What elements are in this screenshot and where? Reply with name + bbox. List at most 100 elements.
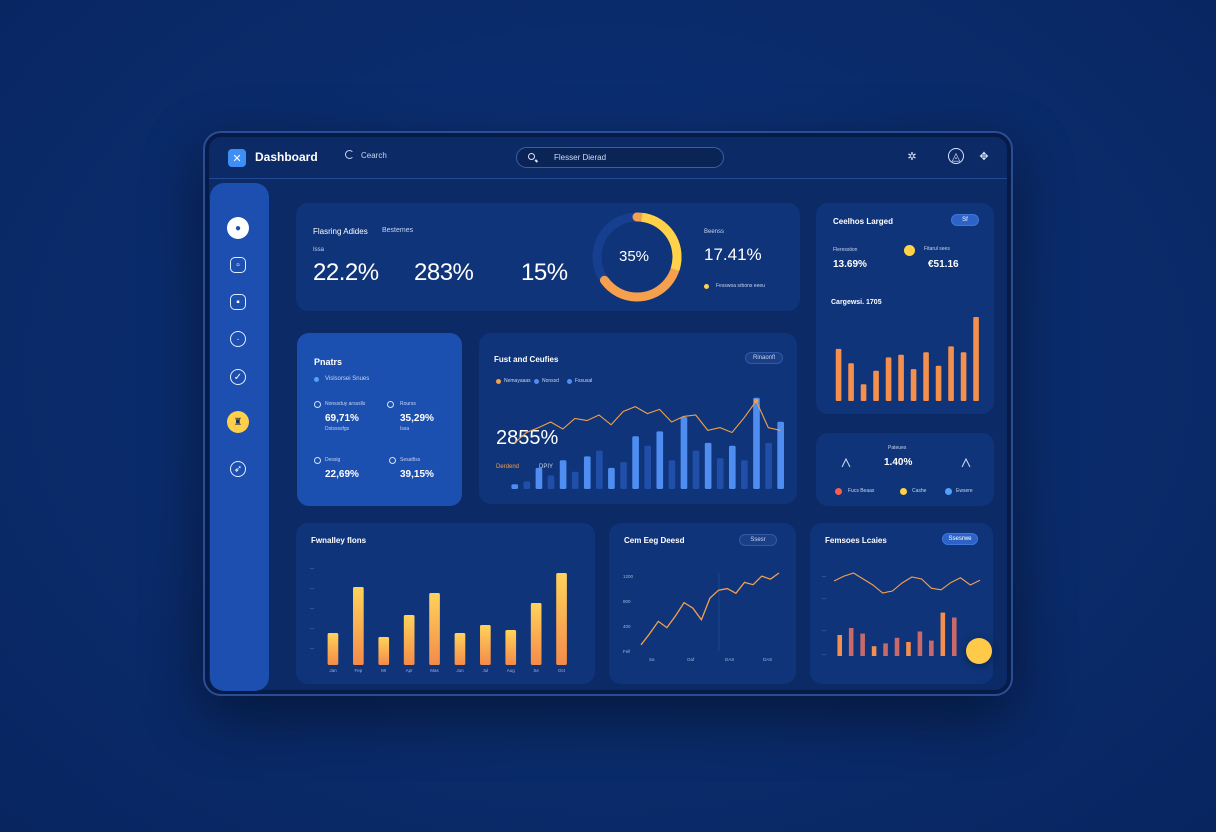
- settings-icon[interactable]: ✥: [979, 150, 989, 163]
- bar: [837, 635, 843, 656]
- bar: [906, 642, 911, 656]
- bar: [940, 612, 946, 656]
- device-frame: ✕ Dashboard Cearch Flesser Dierad ✲ ◬ ✥ …: [203, 131, 1013, 696]
- kpi-side-value: 17.41%: [704, 245, 762, 264]
- line-card: Cem Eeg Deesd Ssesr 1200 800 400 Fell Sa Oaf D…: [609, 523, 796, 684]
- bar: [403, 615, 415, 665]
- bar: [644, 445, 652, 489]
- pennies-card: Pnatrs Vislsorsei Snues Nonssduy arsssll…: [297, 333, 462, 506]
- calendar-icon[interactable]: ▪: [230, 294, 246, 310]
- app-logo-icon[interactable]: ✕: [228, 149, 246, 167]
- bar: [429, 593, 440, 665]
- bar: [848, 628, 854, 656]
- bar: [680, 417, 688, 489]
- stat-icon: [314, 401, 321, 408]
- kpi-donut-chart: [592, 212, 682, 302]
- bar: [454, 633, 466, 665]
- x-tick-label: Apr: [406, 668, 414, 673]
- y-tick-label: —: [310, 645, 314, 650]
- compass-icon[interactable]: ◬: [948, 148, 964, 164]
- y-tick-label: 1200: [623, 574, 634, 579]
- series-line: [833, 572, 981, 594]
- top-bar: ✕ Dashboard Cearch Flesser Dierad ✲ ◬ ✥: [209, 137, 1007, 179]
- coding-chart: [835, 317, 979, 401]
- line-title: Cem Eeg Deesd: [624, 536, 685, 545]
- pennies-item-3-label: Dessig: [325, 457, 341, 463]
- bar: [951, 617, 957, 656]
- bar: [547, 475, 555, 489]
- search-input[interactable]: Flesser Dierad: [516, 147, 724, 168]
- x-tick-label: Sa: [649, 657, 655, 662]
- kpi-value-2: 283%: [414, 259, 474, 286]
- coding-right-label: Fitarul sees: [924, 246, 950, 252]
- bar: [668, 460, 676, 489]
- growth-filter-button[interactable]: Rinaonfl: [745, 352, 783, 364]
- stat-icon: [314, 457, 321, 464]
- bar: [556, 573, 567, 665]
- growth-footer-label: Derdend: [496, 464, 520, 470]
- x-tick-label: Jan: [329, 668, 337, 673]
- wallet-icon[interactable]: ▫: [230, 257, 246, 273]
- trophy-icon[interactable]: ♜: [227, 411, 249, 433]
- coding-chart-label: Cargewsi. 1705: [831, 299, 882, 306]
- x-tick-label: Se: [533, 668, 539, 673]
- bar: [883, 643, 888, 656]
- combo-filter-button[interactable]: Ssesrwe: [942, 533, 978, 545]
- y-tick-label: —: [822, 651, 826, 656]
- line-filter-button[interactable]: Ssesr: [739, 534, 777, 546]
- timer-icon[interactable]: ✓: [230, 369, 246, 385]
- kpi-card: Flasring Adides Bestemes Issa 22.2% 283%…: [296, 203, 800, 311]
- bar: [894, 637, 900, 656]
- growth-legend-2: Nonssd: [542, 378, 559, 384]
- user-icon[interactable]: ●: [227, 217, 249, 239]
- mini-item-1: Fucs Beaas: [848, 488, 875, 494]
- clock-icon[interactable]: ·: [230, 331, 246, 347]
- pennies-legend: Vislsorsei Snues: [325, 376, 370, 382]
- bar: [583, 456, 591, 489]
- kpi-value-1: 22.2%: [313, 259, 379, 286]
- bar: [596, 450, 603, 489]
- x-tick-label: Jun: [456, 668, 464, 673]
- y-tick-label: —: [310, 605, 314, 610]
- item-dot-blue: [945, 488, 952, 495]
- mini-item-2: Cashe: [912, 488, 927, 494]
- nav-link[interactable]: Cearch: [361, 151, 387, 160]
- pennies-item-1-sub: Dstssssfgs: [325, 426, 350, 432]
- pennies-item-4-value: 39,15%: [400, 469, 434, 480]
- coding-card: Ceelhos Larged Sf Fleresstion 13.69% Fit…: [816, 203, 994, 414]
- x-tick-label: Aug: [507, 668, 516, 673]
- bar: [571, 471, 579, 489]
- pennies-item-1-value: 69,71%: [325, 413, 359, 424]
- coding-filter-button[interactable]: Sf: [951, 214, 979, 226]
- bar: [656, 431, 664, 489]
- bar: [765, 442, 772, 489]
- bar: [973, 317, 979, 401]
- kpi-value-3: 15%: [521, 259, 568, 286]
- fab-button[interactable]: [966, 638, 992, 664]
- bar: [923, 352, 929, 401]
- y-tick-label: Fell: [623, 649, 630, 654]
- growth-legend-dot-3: [567, 379, 572, 384]
- pennies-item-1-label: Nonssduy arssslls: [325, 401, 366, 407]
- combo-card: Femsoes Lcaies Ssesrwe — — — —: [810, 523, 993, 684]
- bar: [511, 484, 519, 489]
- send-icon[interactable]: ➶: [230, 461, 246, 477]
- kpi-title: Flasring Adides: [313, 227, 368, 236]
- mini-item-3: Ewsere: [956, 488, 973, 494]
- combo-chart: — — — —: [822, 572, 981, 656]
- bar: [910, 369, 917, 401]
- bar: [935, 365, 942, 401]
- x-tick-label: Mr: [381, 668, 387, 673]
- x-tick-label: Fep: [354, 668, 362, 673]
- pennies-item-2-sub: Issa: [400, 426, 410, 432]
- y-tick-label: —: [310, 585, 314, 590]
- bar: [871, 646, 877, 656]
- star-icon[interactable]: ✲: [907, 150, 917, 163]
- kpi-side-label: Beenss: [704, 229, 725, 235]
- bar: [620, 462, 627, 489]
- kpi-side-legend: Fesswoa srbons eeeu: [716, 283, 765, 289]
- coding-right-value: €51.16: [928, 259, 959, 270]
- coding-left-value: 13.69%: [833, 259, 867, 270]
- bar: [753, 397, 760, 489]
- coding-left-label: Fleresstion: [833, 247, 858, 253]
